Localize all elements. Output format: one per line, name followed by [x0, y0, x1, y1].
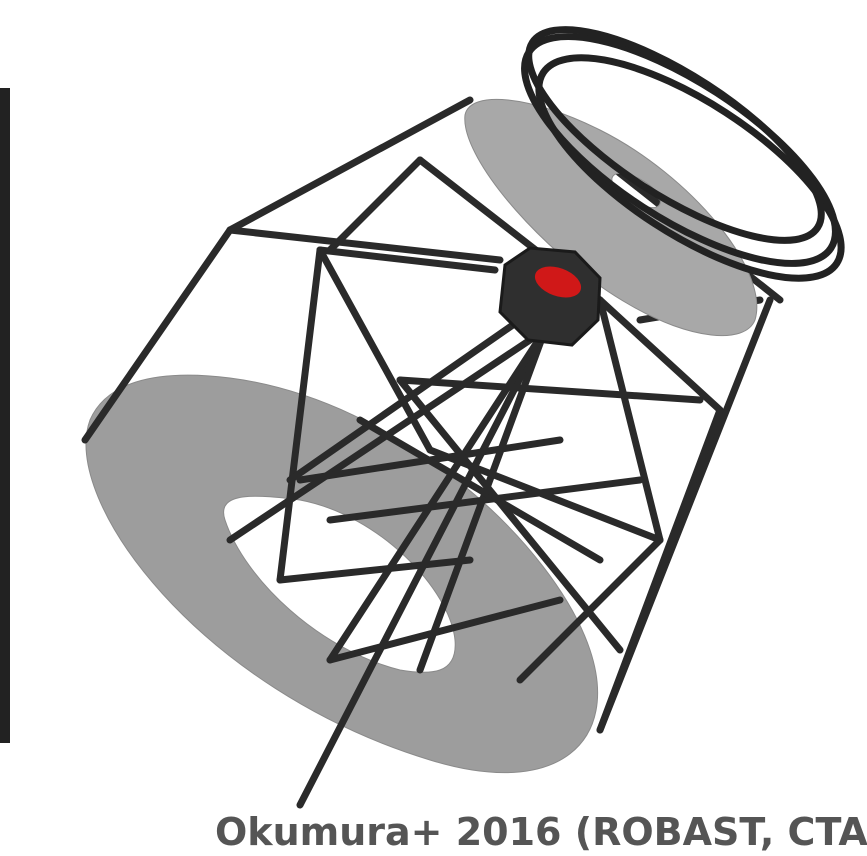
camera [498, 246, 602, 347]
side-bar [0, 88, 10, 743]
caption: Okumura+ 2016 (ROBAST, CTA) [215, 810, 867, 854]
top-rings [521, 26, 845, 282]
primary-mirror [85, 374, 599, 774]
